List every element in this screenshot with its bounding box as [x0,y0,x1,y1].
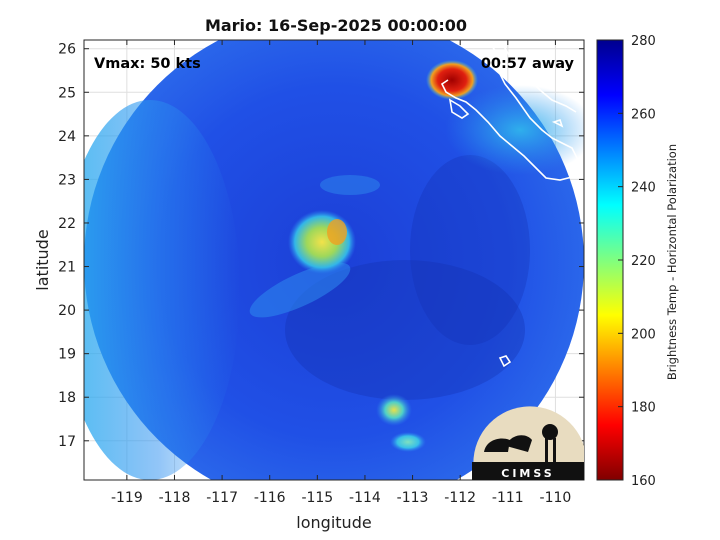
colorbar-tick-label: 220 [631,254,656,269]
coastline [440,40,579,368]
storm-features [288,60,478,452]
colorbar-tick-label: 200 [631,327,656,342]
logo-tower-leg [553,438,556,462]
y-axis-ticks: 17 18 19 20 21 22 23 24 25 26 [58,42,584,450]
colorbar-tick-label: 260 [631,107,656,122]
x-tick-label: -117 [206,490,238,506]
chart-title: Mario: 16-Sep-2025 00:00:00 [205,16,467,35]
logo-tower-tank [542,424,558,440]
y-tick-label: 20 [58,303,76,319]
colorbar-tick-label: 160 [631,474,656,489]
y-tick-label: 25 [58,85,76,101]
y-tick-label: 23 [58,172,76,188]
colorbar-ticks: 160 180 200 220 240 260 280 [618,34,656,489]
coast-glow [445,85,584,175]
vmax-annotation: Vmax: 50 kts [94,56,201,72]
y-axis-label: latitude [33,229,52,290]
colorbar-tick-label: 280 [631,34,656,49]
y-tick-label: 24 [58,129,76,145]
coastline-islet [551,118,564,128]
time-offset-annotation: 00:57 away [481,56,575,72]
cold-swirl-dark [410,155,530,345]
y-tick-label: 22 [58,216,76,232]
axes-frame [83,39,585,481]
logo-text: CIMSS [501,467,554,480]
storm-core-inner [327,219,347,245]
x-tick-label: -111 [492,490,524,506]
warm-edge-band [84,100,240,480]
storm-core [288,210,356,274]
cold-swirl-dark [285,260,525,400]
y-tick-label: 26 [58,42,76,58]
x-tick-label: -114 [349,490,381,506]
coastline-mainland [440,40,579,181]
x-tick-label: -110 [540,490,572,506]
coastline-bay [448,98,470,119]
y-tick-label: 17 [58,434,76,450]
coastline-inner [499,40,577,113]
x-axis-label: longitude [296,513,371,532]
land-hot-spot [426,60,478,100]
colorbar-tick-label: 180 [631,401,656,416]
x-tick-label: -116 [254,490,286,506]
logo-ground [472,462,584,480]
y-tick-label: 21 [58,260,76,276]
x-tick-label: -112 [444,490,476,506]
x-axis-ticks: -119 -118 -117 -116 -115 -114 -113 -112 -111 -110 [111,40,571,506]
colorbar-label: Brightness Temp - Horizontal Polarizatio… [665,144,679,380]
convective-cell [376,394,412,426]
x-tick-label: -119 [111,490,143,506]
y-tick-label: 18 [58,390,76,406]
logo-dish-left [484,438,510,452]
x-tick-label: -113 [397,490,429,506]
spiral-band [249,262,351,318]
x-tick-label: -115 [301,490,333,506]
cimss-logo: CIMSS [472,406,584,480]
convective-cell [390,432,426,452]
colorbar-tick-label: 240 [631,181,656,196]
logo-tower-leg [545,438,548,462]
y-tick-label: 19 [58,347,76,363]
x-tick-label: -118 [159,490,191,506]
spiral-band [320,175,380,195]
coastline-islet [498,355,512,368]
logo-dish-right [506,435,532,452]
